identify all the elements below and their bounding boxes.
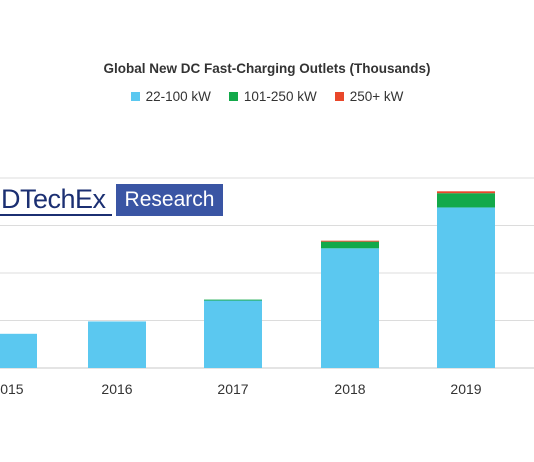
bar-2017-series-0 (204, 300, 262, 368)
legend-item-250-plus-kw: 250+ kW (334, 89, 404, 104)
bar-2018-series-1 (321, 241, 379, 249)
legend-label-250-plus-kw: 250+ kW (349, 89, 404, 104)
legend-swatch-101-250-kw (228, 92, 238, 101)
legend-item-22-100-kw: 22-100 kW (130, 89, 211, 104)
bar-2016-series-0 (88, 321, 146, 368)
chart-legend: 22-100 kW 101-250 kW 250+ kW (0, 89, 534, 104)
x-tick-label-2015: 2015 (0, 381, 24, 397)
bar-2015-series-0 (0, 333, 37, 368)
legend-item-101-250-kw: 101-250 kW (228, 89, 317, 104)
logo-left-text: IDTechEx (0, 184, 112, 216)
bar-2017-series-1 (204, 299, 262, 301)
logo-right-text: Research (115, 184, 224, 216)
idtechex-logo: IDTechEx Research (0, 184, 224, 216)
chart-title: Global New DC Fast-Charging Outlets (Tho… (103, 61, 431, 76)
bar-2018-series-0 (321, 248, 379, 368)
x-tick-label-2018: 2018 (334, 381, 365, 397)
bar-2019-series-2 (437, 191, 495, 194)
bar-2019-series-1 (437, 193, 495, 208)
bar-2019-series-0 (437, 207, 495, 368)
legend-swatch-250-plus-kw (334, 92, 344, 101)
x-axis-ticks: 2015 2016 2017 2018 2019 (0, 381, 482, 397)
legend-label-101-250-kw: 101-250 kW (243, 89, 317, 104)
bar-2018-series-2 (321, 240, 379, 242)
bars (0, 191, 495, 368)
x-tick-label-2017: 2017 (217, 381, 248, 397)
x-tick-label-2019: 2019 (450, 381, 481, 397)
legend-swatch-22-100-kw (130, 92, 140, 101)
x-tick-label-2016: 2016 (101, 381, 132, 397)
legend-label-22-100-kw: 22-100 kW (145, 89, 211, 104)
